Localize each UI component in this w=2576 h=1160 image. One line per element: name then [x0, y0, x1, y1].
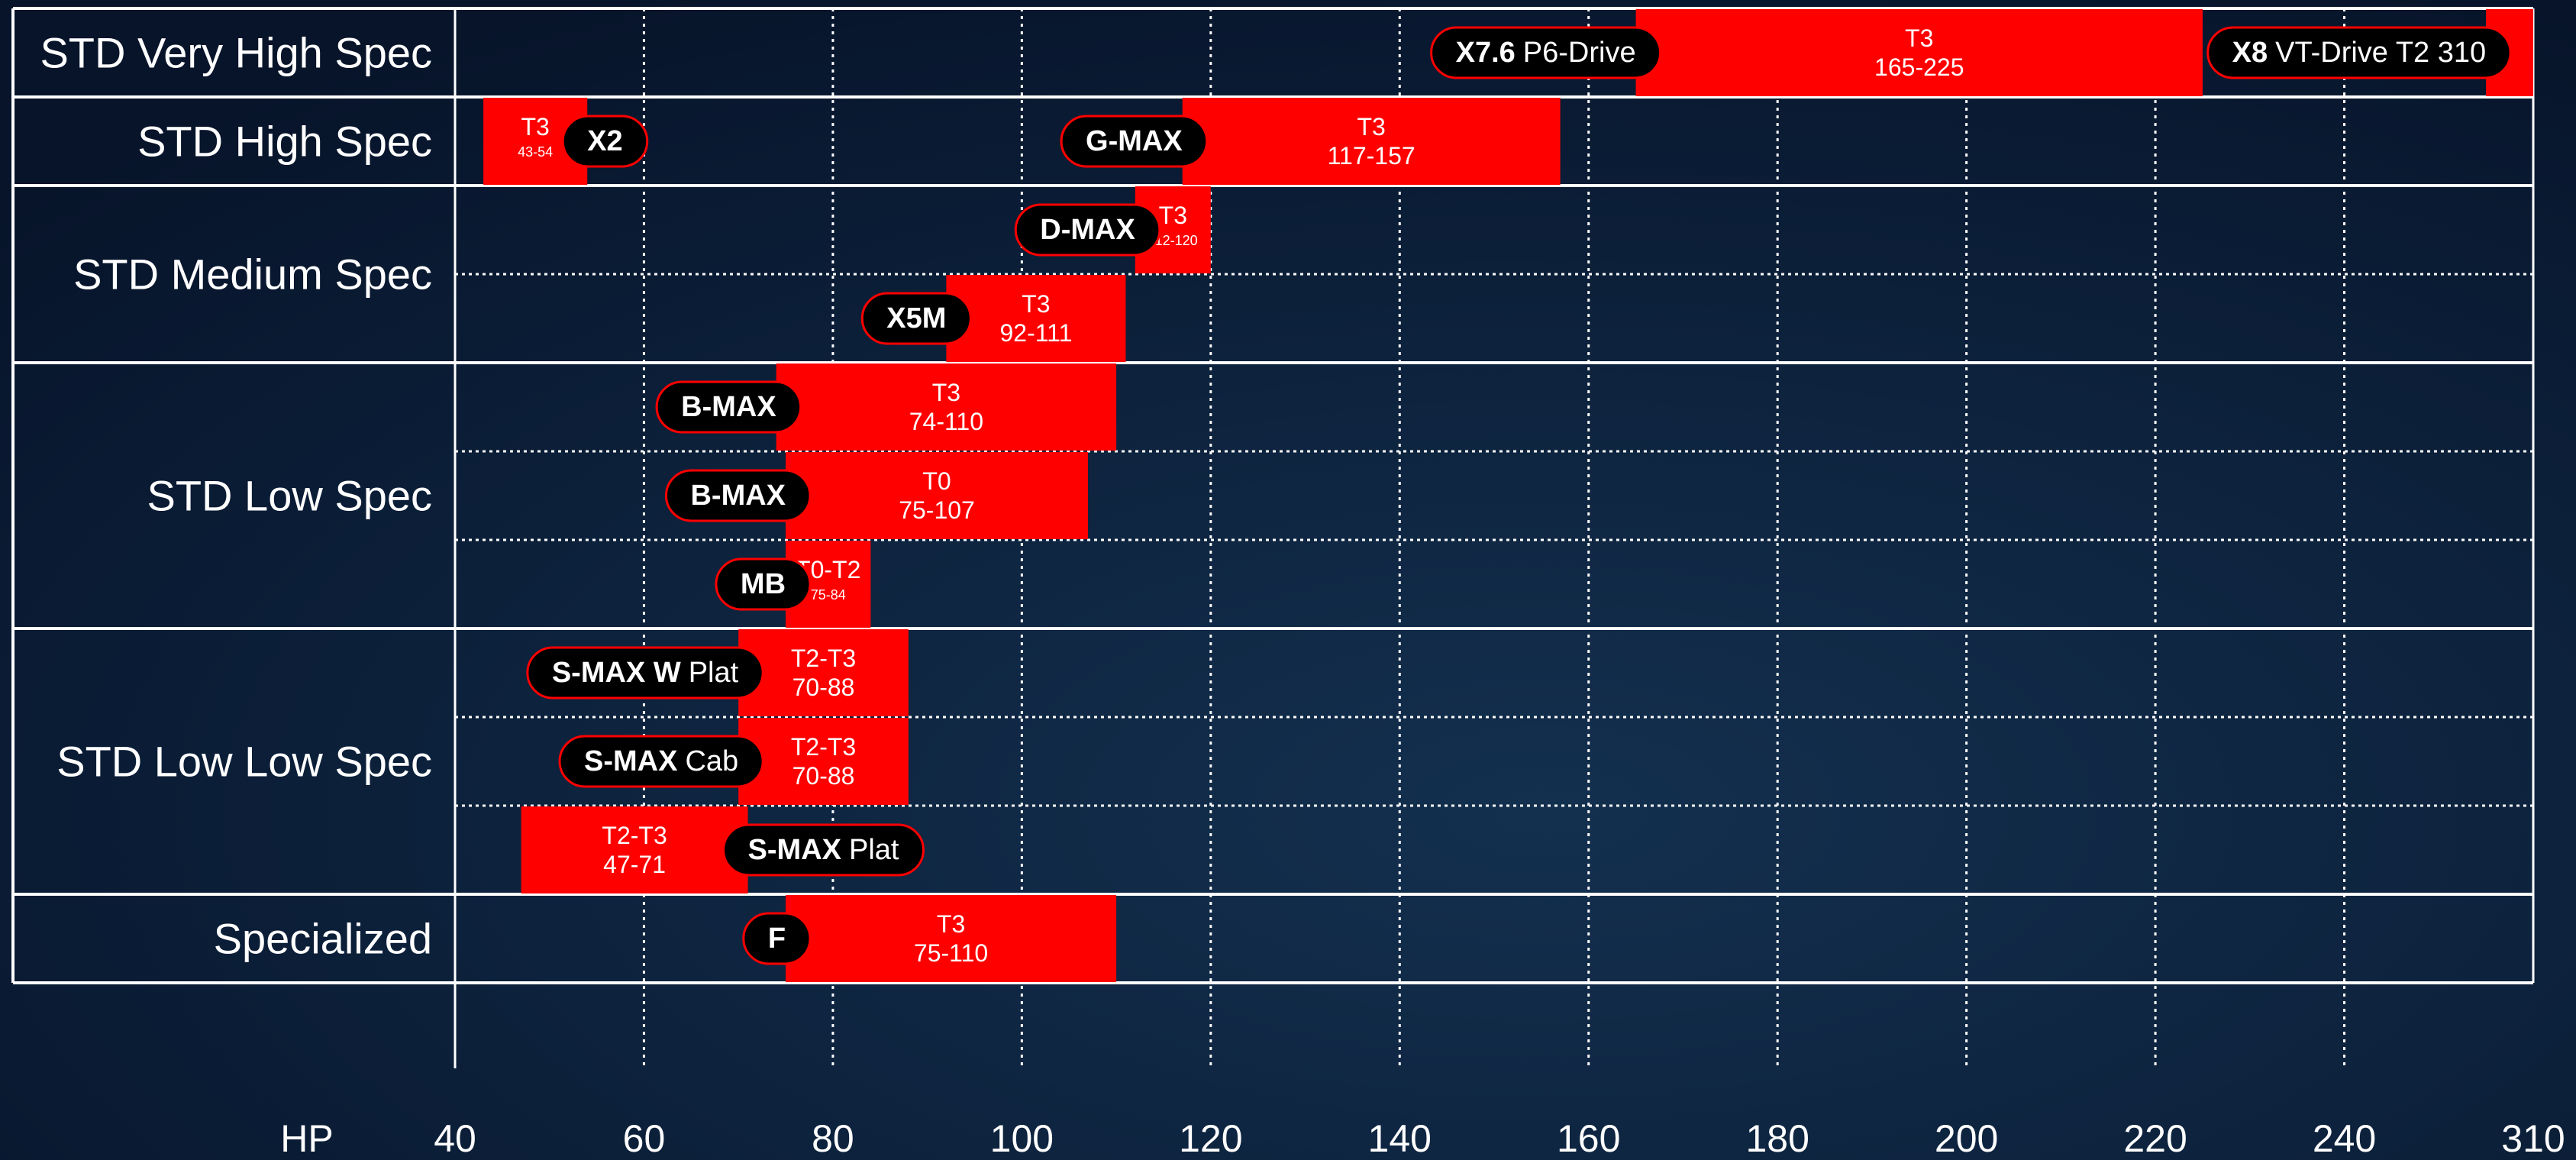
category-label: STD High Spec	[137, 118, 432, 166]
bar-tier: T2-T3	[602, 822, 667, 849]
x-tick-label: 100	[990, 1117, 1054, 1160]
bar-tier: T3	[932, 379, 960, 406]
model-name: B-MAX	[690, 480, 786, 512]
model-name: B-MAX	[681, 391, 776, 423]
x-tick-label: 40	[434, 1117, 476, 1160]
model-variant: Plat	[849, 834, 899, 866]
bar-range: 75-110	[914, 939, 988, 967]
bar-range: 74-110	[909, 408, 983, 435]
model-name: X8	[2232, 37, 2268, 69]
model-label: X5M	[886, 302, 946, 334]
bar-tier: T3	[1022, 290, 1050, 318]
bar-tier: T2-T3	[791, 645, 856, 672]
bar-tier: T2-T3	[791, 733, 856, 761]
x-axis-label: HP	[280, 1117, 333, 1160]
bar-range: 92-111	[999, 319, 1072, 347]
bar-range: 75-107	[899, 496, 975, 524]
bar-tier: T0	[922, 467, 951, 495]
model-pill	[1014, 203, 1161, 257]
category-label: Specialized	[214, 915, 432, 963]
bar-tier: T3	[1905, 24, 1933, 52]
model-pill	[2206, 26, 2512, 79]
category-label: STD Medium Spec	[73, 250, 432, 299]
bar-tier: T3	[1159, 202, 1187, 229]
model-label: S-MAX Plat	[748, 834, 899, 866]
range-bar	[1635, 9, 2203, 96]
model-name: X2	[587, 125, 622, 157]
x-tick-label: 120	[1179, 1117, 1242, 1160]
model-name: X5M	[886, 302, 946, 334]
category-label: STD Low Low Spec	[56, 738, 432, 786]
x-tick-label: 310	[2501, 1117, 2565, 1160]
model-name: S-MAX	[584, 745, 678, 777]
range-bar	[786, 895, 1117, 982]
range-bar	[1182, 98, 1561, 185]
model-pill	[1430, 26, 1662, 79]
x-tick-label: 220	[2123, 1117, 2187, 1160]
bar-range: 165-225	[1874, 53, 1964, 81]
model-name: F	[768, 923, 786, 955]
x-tick-label: 200	[1935, 1117, 1998, 1160]
bar-range: 70-88	[792, 762, 855, 790]
model-pill	[558, 735, 764, 788]
model-name: MB	[741, 568, 786, 600]
model-name: X7.6	[1456, 37, 1516, 69]
x-tick-label: 240	[2313, 1117, 2376, 1160]
model-name: S-MAX W	[552, 657, 681, 689]
model-pill	[664, 469, 812, 522]
model-label: B-MAX	[690, 480, 786, 512]
model-name: D-MAX	[1040, 214, 1135, 246]
x-tick-label: 180	[1745, 1117, 1809, 1160]
model-variant: Cab	[685, 745, 738, 777]
model-pill	[561, 115, 649, 168]
range-bar	[738, 718, 909, 805]
bar-tier: T3	[937, 910, 965, 938]
model-label: X7.6 P6-Drive	[1456, 37, 1636, 69]
bar-tier: T3	[1357, 113, 1385, 141]
category-label: STD Low Spec	[147, 472, 433, 520]
model-label: X8 VT-Drive T2 310	[2232, 37, 2486, 69]
model-pill	[742, 912, 812, 965]
model-label: F	[768, 923, 786, 955]
range-bar	[521, 806, 748, 893]
model-label: S-MAX W Plat	[552, 657, 739, 689]
x-tick-label: 140	[1368, 1117, 1432, 1160]
model-label: B-MAX	[681, 391, 776, 423]
model-name: G-MAX	[1086, 125, 1183, 157]
x-tick-label: 160	[1557, 1117, 1620, 1160]
x-tick-label: 60	[623, 1117, 666, 1160]
model-pill	[722, 823, 925, 877]
model-label: G-MAX	[1086, 125, 1183, 157]
range-bar	[738, 629, 909, 716]
model-label: D-MAX	[1040, 214, 1135, 246]
model-variant: P6-Drive	[1523, 37, 1636, 69]
bar-tier: T3	[521, 113, 549, 141]
model-label: S-MAX Cab	[584, 745, 738, 777]
model-label: MB	[741, 568, 786, 600]
bar-range: 70-88	[792, 674, 855, 701]
model-variant: Plat	[689, 657, 739, 689]
bar-range: 117-157	[1328, 142, 1416, 170]
model-variant: VT-Drive T2 310	[2275, 37, 2486, 69]
range-bar	[786, 452, 1088, 539]
category-label: STD Very High Spec	[40, 29, 432, 77]
model-pill	[655, 380, 802, 434]
bar-range: 43-54	[518, 144, 553, 160]
bar-range: 47-71	[603, 851, 666, 878]
range-bar	[776, 364, 1117, 451]
model-pill	[1060, 115, 1209, 168]
model-name: S-MAX	[748, 834, 842, 866]
model-pill	[715, 557, 812, 611]
bar-range: 112-120	[1148, 233, 1198, 248]
model-pill	[860, 292, 972, 345]
x-tick-label: 80	[812, 1117, 854, 1160]
model-pill	[526, 646, 764, 700]
model-label: X2	[587, 125, 622, 157]
range-bar	[946, 275, 1126, 362]
bar-range: 75-84	[811, 587, 846, 603]
